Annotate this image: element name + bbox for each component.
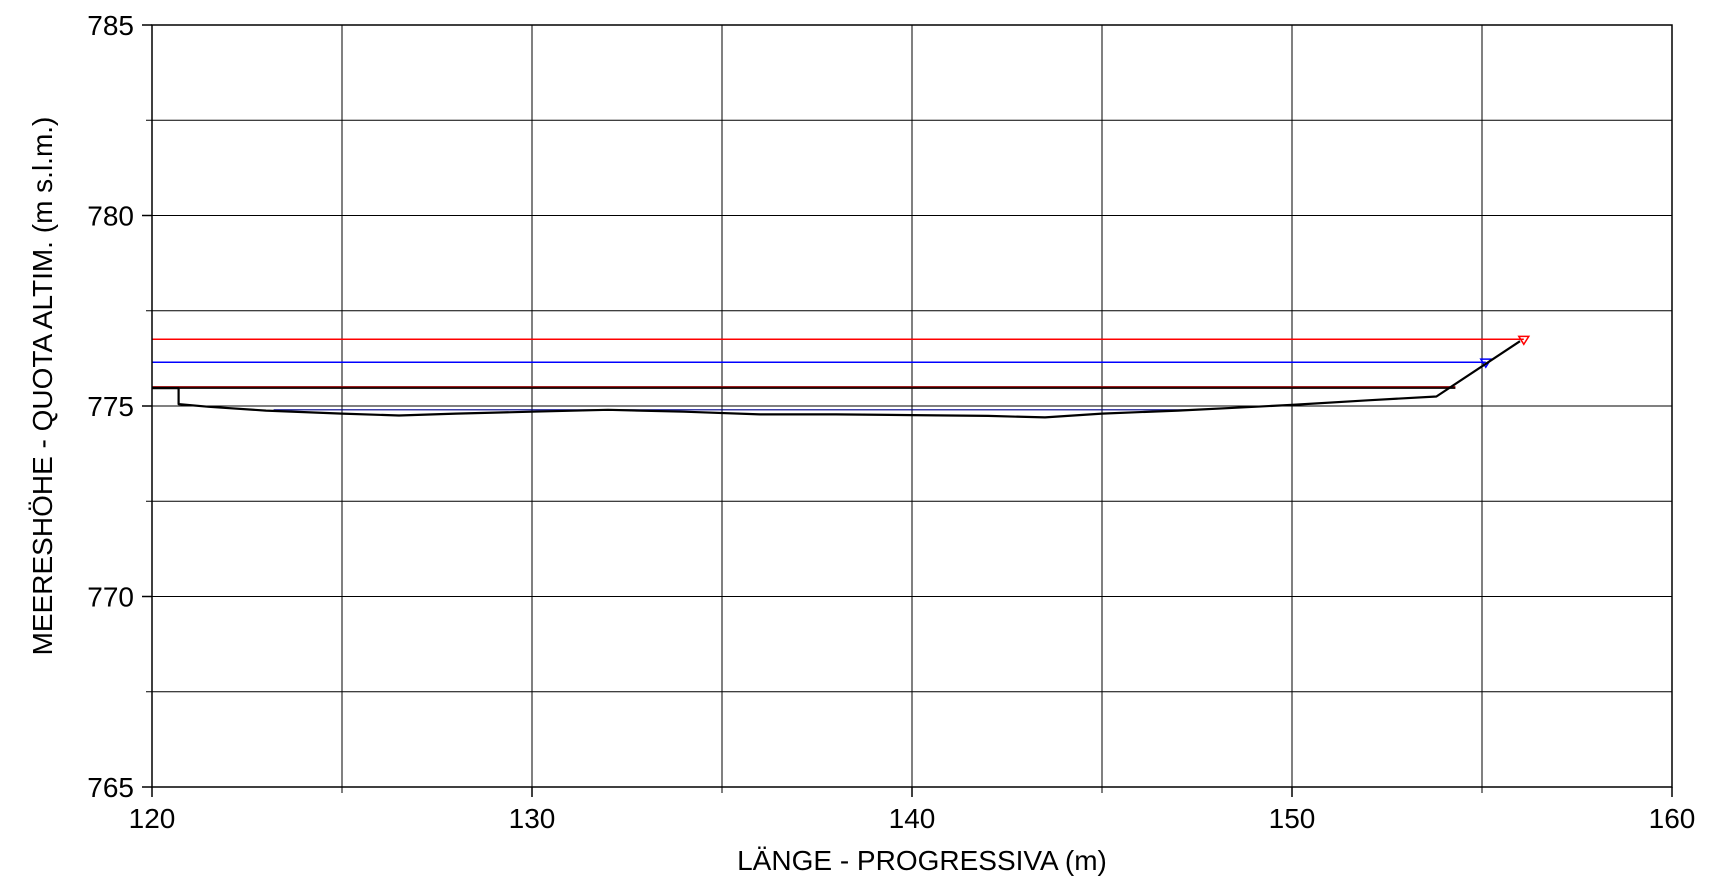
x-axis-title: LÄNGE - PROGRESSIVA (m) — [737, 845, 1107, 876]
x-axis-ticks: 120 130 140 150 160 — [129, 787, 1696, 834]
y-tick-label: 770 — [87, 582, 134, 613]
y-axis-title: MEERESHÖHE - QUOTA ALTIM. (m s.l.m.) — [27, 117, 58, 656]
y-tick-label: 775 — [87, 391, 134, 422]
y-tick-label: 785 — [87, 10, 134, 41]
plot-series — [152, 335, 1531, 419]
water-level-marker-water-level-red — [1517, 335, 1531, 346]
y-axis-ticks: 765 770 775 780 785 — [87, 10, 152, 803]
grid — [151, 24, 1673, 788]
y-tick-label: 780 — [87, 201, 134, 232]
series-line-terrain-profile — [152, 340, 1521, 419]
y-tick-label: 765 — [87, 772, 134, 803]
x-tick-label: 120 — [129, 803, 176, 834]
x-tick-label: 160 — [1649, 803, 1696, 834]
x-tick-label: 150 — [1269, 803, 1316, 834]
x-tick-label: 140 — [889, 803, 936, 834]
x-tick-label: 130 — [509, 803, 556, 834]
